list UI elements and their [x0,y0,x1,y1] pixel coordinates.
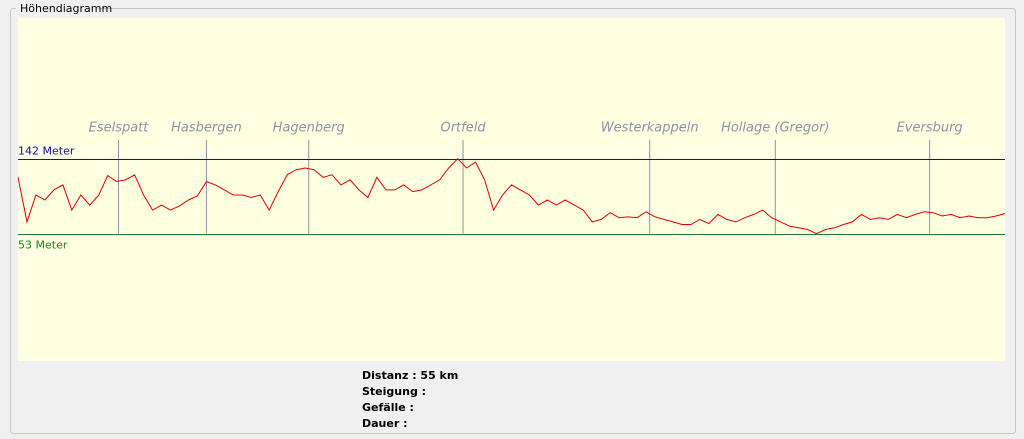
plot-area [18,18,1005,361]
elevation-line [17,157,1006,235]
stat: Dauer : [362,417,408,430]
waypoint-label: Hollage (Gregor) [721,121,829,136]
stat: Distanz : 55 km [362,369,458,382]
group-title-gap [16,3,98,15]
waypoint-label: Hasbergen [171,121,242,136]
waypoint-label: Ortfeld [440,121,486,136]
waypoint-label: Eselspatt [89,121,150,136]
group-frame [10,8,1016,434]
waypoint-label: Hagenberg [273,121,345,136]
stat: Gefälle : [362,401,414,414]
stat: Steigung : [362,385,426,398]
reference-label: 142 Meter [18,145,75,158]
group-title: Höhendiagramm [20,2,112,15]
reference-label: 53 Meter [18,239,68,252]
waypoint-label: Westerkappeln [601,121,699,136]
waypoint-label: Eversburg [897,121,963,136]
